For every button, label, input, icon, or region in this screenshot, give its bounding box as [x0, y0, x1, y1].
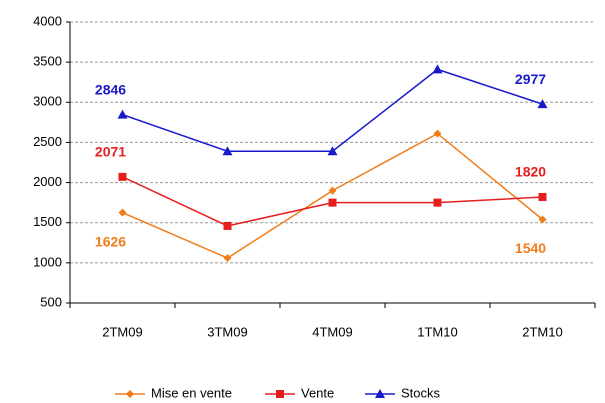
point	[223, 221, 232, 230]
value-label: 2977	[515, 71, 546, 87]
legend-label: Stocks	[401, 385, 441, 400]
point	[537, 99, 548, 109]
y-tick-label: 2500	[33, 134, 62, 149]
legend-marker	[375, 389, 385, 398]
x-tick-label: 2TM09	[102, 324, 142, 339]
point	[223, 254, 232, 263]
x-tick-label: 3TM09	[207, 324, 247, 339]
y-tick-label: 500	[40, 294, 62, 309]
y-tick-label: 1000	[33, 254, 62, 269]
y-tick-label: 4000	[33, 13, 62, 28]
point	[433, 198, 442, 207]
point	[432, 64, 443, 74]
y-tick-label: 3000	[33, 94, 62, 109]
value-label: 2071	[95, 144, 126, 160]
y-tick-label: 1500	[33, 214, 62, 229]
point	[327, 146, 338, 156]
point	[433, 129, 442, 138]
legend-marker	[276, 390, 284, 398]
value-label: 2846	[95, 81, 126, 97]
y-tick-label: 3500	[33, 54, 62, 69]
x-tick-label: 4TM09	[312, 324, 352, 339]
point	[538, 193, 547, 202]
y-tick-label: 2000	[33, 174, 62, 189]
point	[117, 109, 128, 119]
x-tick-label: 2TM10	[522, 324, 562, 339]
point	[118, 208, 127, 217]
x-tick-label: 1TM10	[417, 324, 457, 339]
series-line	[122, 68, 543, 153]
legend-marker	[126, 390, 134, 398]
point	[118, 172, 127, 181]
point	[538, 215, 547, 224]
point	[328, 186, 337, 195]
legend-label: Mise en vente	[151, 385, 232, 400]
value-label: 1820	[515, 164, 546, 180]
point	[222, 146, 233, 156]
value-label: 1626	[95, 233, 126, 249]
legend-label: Vente	[301, 385, 334, 400]
point	[328, 198, 337, 207]
value-label: 1540	[515, 240, 546, 256]
